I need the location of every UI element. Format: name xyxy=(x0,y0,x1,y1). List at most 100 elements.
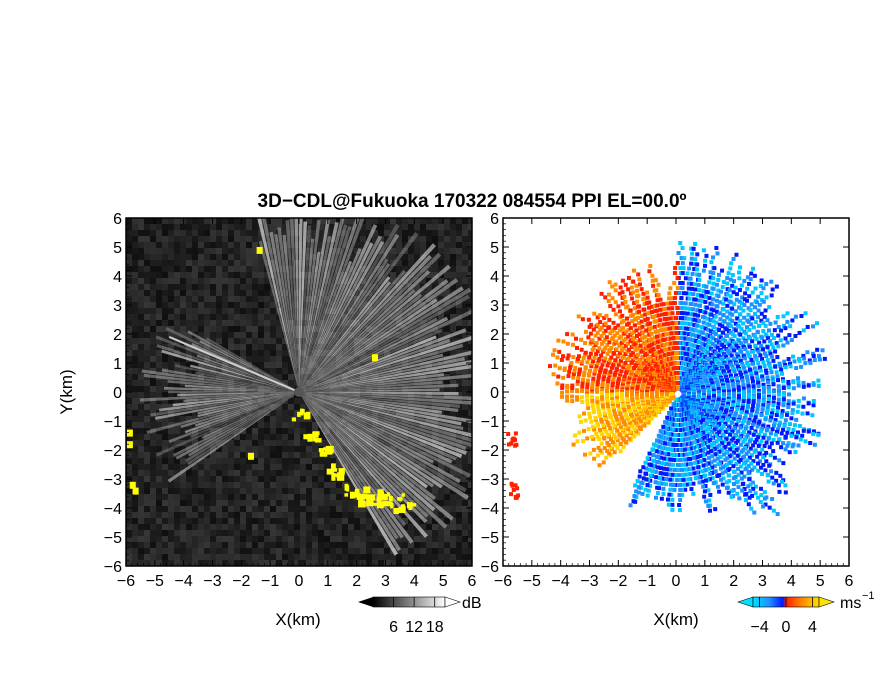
beam xyxy=(299,317,438,392)
noise-cell xyxy=(384,260,390,266)
velocity-cell xyxy=(691,307,696,312)
noise-cell xyxy=(300,488,306,494)
beam xyxy=(299,248,362,392)
velocity-cell xyxy=(749,371,754,376)
noise-cell xyxy=(192,296,198,302)
noise-cell xyxy=(204,404,210,410)
noise-cell xyxy=(456,266,462,272)
y-tick-label: 3 xyxy=(113,298,122,315)
noise-cell xyxy=(294,500,300,506)
noise-cell xyxy=(144,362,150,368)
velocity-cell xyxy=(738,318,743,323)
noise-cell xyxy=(402,320,408,326)
velocity-plot-background xyxy=(503,218,849,566)
noise-cell xyxy=(366,560,372,566)
noise-cell xyxy=(144,524,150,530)
noise-cell xyxy=(222,344,228,350)
noise-cell xyxy=(132,542,138,548)
noise-cell xyxy=(432,458,438,464)
velocity-cell xyxy=(707,296,712,301)
noise-cell xyxy=(144,494,150,500)
noise-cell xyxy=(372,248,378,254)
noise-cell xyxy=(420,524,426,530)
velocity-cell xyxy=(731,382,736,387)
noise-cell xyxy=(306,218,312,224)
noise-cell xyxy=(138,506,144,512)
noise-cell xyxy=(210,476,216,482)
noise-cell xyxy=(456,488,462,494)
noise-cell xyxy=(444,410,450,416)
noise-cell xyxy=(132,338,138,344)
noise-cell xyxy=(216,296,222,302)
noise-cell xyxy=(390,428,396,434)
noise-cell xyxy=(240,548,246,554)
noise-cell xyxy=(234,500,240,506)
noise-cell xyxy=(444,230,450,236)
noise-cell xyxy=(456,494,462,500)
noise-cell xyxy=(270,470,276,476)
velocity-cell xyxy=(756,380,761,385)
noise-cell xyxy=(294,416,300,422)
noise-cell xyxy=(300,230,306,236)
noise-cell xyxy=(348,248,354,254)
noise-cell xyxy=(468,224,472,230)
noise-cell xyxy=(300,434,306,440)
noise-cell xyxy=(372,422,378,428)
velocity-cell xyxy=(693,257,698,262)
noise-cell xyxy=(258,254,264,260)
velocity-cell xyxy=(690,332,695,337)
noise-cell xyxy=(288,488,294,494)
noise-cell xyxy=(468,272,472,278)
noise-cell xyxy=(156,284,162,290)
noise-cell xyxy=(330,272,336,278)
noise-cell xyxy=(180,548,186,554)
noise-cell xyxy=(258,308,264,314)
noise-cell xyxy=(282,380,288,386)
noise-cell xyxy=(366,368,372,374)
noise-cell xyxy=(126,230,132,236)
noise-cell xyxy=(240,542,246,548)
noise-cell xyxy=(342,380,348,386)
velocity-cell xyxy=(780,377,785,382)
noise-cell xyxy=(144,488,150,494)
velocity-cell xyxy=(737,288,742,293)
noise-cell xyxy=(288,506,294,512)
y-tick-label: −6 xyxy=(104,559,122,576)
noise-cell xyxy=(132,554,138,560)
velocity-cell xyxy=(699,293,704,298)
velocity-cell xyxy=(739,326,744,331)
velocity-cell xyxy=(746,306,751,311)
noise-cell xyxy=(384,398,390,404)
noise-cell xyxy=(246,254,252,260)
noise-cell xyxy=(318,464,324,470)
noise-cell xyxy=(174,476,180,482)
noise-cell xyxy=(162,320,168,326)
noise-cell xyxy=(468,464,472,470)
noise-cell xyxy=(438,542,444,548)
noise-cell xyxy=(420,440,426,446)
noise-cell xyxy=(306,554,312,560)
noise-cell xyxy=(348,314,354,320)
noise-cell xyxy=(216,368,222,374)
noise-cell xyxy=(186,272,192,278)
noise-cell xyxy=(276,386,282,392)
velocity-cell xyxy=(732,369,737,374)
noise-cell xyxy=(456,278,462,284)
noise-cell xyxy=(234,530,240,536)
noise-cell xyxy=(372,278,378,284)
noise-cell xyxy=(156,518,162,524)
noise-cell xyxy=(156,440,162,446)
noise-cell xyxy=(138,548,144,554)
noise-cell xyxy=(270,218,276,224)
velocity-cell xyxy=(769,354,774,359)
noise-cell xyxy=(300,470,306,476)
clutter-cell xyxy=(366,500,374,507)
noise-cell xyxy=(132,296,138,302)
noise-cell xyxy=(138,302,144,308)
noise-cell xyxy=(342,506,348,512)
noise-cell xyxy=(462,464,468,470)
noise-cell xyxy=(252,272,258,278)
noise-cell xyxy=(270,524,276,530)
noise-cell xyxy=(390,224,396,230)
noise-cell xyxy=(444,272,450,278)
